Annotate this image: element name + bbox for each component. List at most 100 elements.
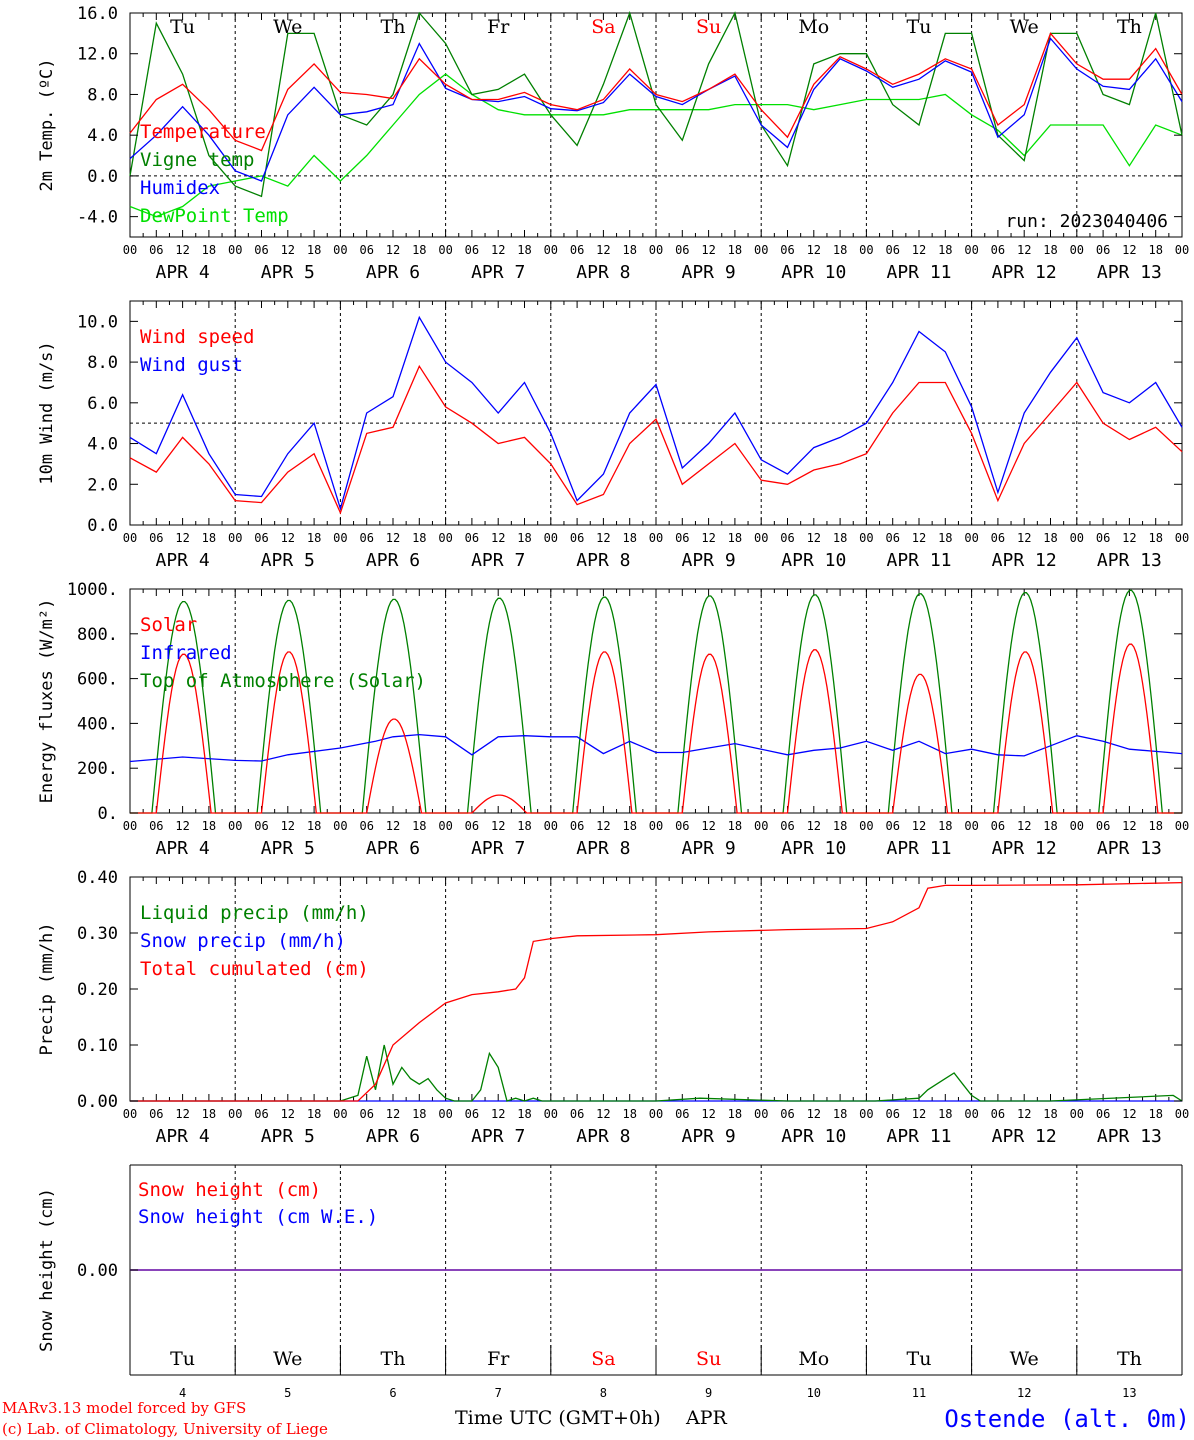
y-axis-label: 10m Wind (m/s) [37, 341, 57, 484]
hour-tick-label: 06 [1096, 1107, 1110, 1121]
hour-tick-label: 00 [228, 243, 242, 257]
hour-tick-label: 06 [359, 531, 373, 545]
hour-tick-label: 00 [544, 819, 558, 833]
series-line [129, 37, 1183, 182]
hour-tick-label: 06 [359, 243, 373, 257]
hour-tick-label: 00 [649, 1107, 663, 1121]
hour-tick-label: 12 [386, 243, 400, 257]
hour-tick-label: 00 [438, 243, 452, 257]
y-tick-label: 4.0 [87, 435, 118, 455]
hour-tick-label: 18 [622, 1107, 636, 1121]
hour-tick-label: 12 [1017, 531, 1031, 545]
date-label: APR 6 [366, 550, 420, 571]
hour-tick-label: 12 [807, 819, 821, 833]
weekday-label: Tu [170, 1348, 195, 1370]
hour-tick-label: 18 [622, 531, 636, 545]
date-label: APR 13 [1097, 550, 1162, 571]
y-tick-label: 0.00 [77, 1092, 118, 1112]
legend-entry: Infrared [140, 642, 232, 664]
date-label: APR 10 [781, 1126, 846, 1147]
footer-credit-1: MARv3.13 model forced by GFS [2, 1399, 246, 1417]
hour-tick-label: 18 [307, 531, 321, 545]
hour-tick-label: 12 [386, 819, 400, 833]
series-line [130, 1044, 1183, 1102]
hour-tick-label: 00 [1070, 1107, 1084, 1121]
hour-tick-label: 06 [465, 1107, 479, 1121]
hour-tick-label: 12 [1122, 243, 1136, 257]
hour-tick-label: 00 [649, 819, 663, 833]
hour-tick-label: 06 [465, 819, 479, 833]
date-label: APR 9 [682, 838, 736, 859]
hour-tick-label: 12 [701, 531, 715, 545]
hour-tick-label: 18 [728, 243, 742, 257]
weekday-label: We [273, 1348, 302, 1370]
hour-tick-label: 18 [728, 1107, 742, 1121]
y-tick-label: 8.0 [87, 353, 118, 373]
legend-entry: Liquid precip (mm/h) [140, 902, 369, 924]
legend-entry: Temperature [140, 121, 266, 143]
hour-tick-label: 06 [885, 1107, 899, 1121]
hour-tick-label: 06 [780, 243, 794, 257]
run-annotation: run: 2023040406 [1005, 211, 1168, 232]
y-tick-label: 1000. [67, 580, 118, 600]
panel-frame [129, 588, 1183, 814]
hour-tick-label: 00 [964, 819, 978, 833]
hour-tick-label: 00 [649, 531, 663, 545]
day-number-label: 13 [1122, 1386, 1136, 1400]
hour-tick-label: 00 [1070, 819, 1084, 833]
series-line [129, 73, 1183, 218]
date-label: APR 7 [471, 262, 525, 283]
hour-tick-label: 12 [491, 243, 505, 257]
y-tick-label: 6.0 [87, 394, 118, 414]
day-number-label: 4 [179, 1386, 186, 1400]
hour-tick-label: 00 [123, 243, 137, 257]
hour-tick-label: 18 [622, 243, 636, 257]
y-axis-label: 2m Temp. (ºC) [37, 58, 57, 191]
hour-tick-label: 00 [333, 1107, 347, 1121]
date-label: APR 12 [992, 262, 1057, 283]
hour-tick-label: 06 [885, 819, 899, 833]
legend-entry: Snow height (cm W.E.) [138, 1206, 378, 1228]
hour-tick-label: 06 [149, 243, 163, 257]
hour-tick-label: 06 [570, 243, 584, 257]
y-tick-label: 0.40 [77, 868, 118, 888]
hour-tick-label: 00 [123, 819, 137, 833]
date-label: APR 9 [682, 550, 736, 571]
series-line [129, 364, 1183, 515]
weekday-label: Tu [170, 16, 195, 38]
series-line [129, 10, 1183, 198]
date-label: APR 5 [261, 1126, 315, 1147]
date-label: APR 13 [1097, 838, 1162, 859]
panel-wind: 10.0 8.0 6.0 4.0 2.0 0.0 10m Wind (m/s) Wind sp… [37, 300, 1189, 571]
hour-tick-label: 06 [254, 819, 268, 833]
hour-tick-label: 06 [885, 243, 899, 257]
panel-temperature: 16.0 12.0 8.0 4.0 0.0 -4.0 2m Temp. (ºC) Temper… [37, 4, 1189, 283]
hour-tick-label: 12 [281, 819, 295, 833]
date-label: APR 12 [992, 550, 1057, 571]
day-number-label: 11 [912, 1386, 926, 1400]
hour-tick-label: 12 [175, 819, 189, 833]
hour-tick-label: 12 [386, 1107, 400, 1121]
hour-tick-label: 18 [833, 1107, 847, 1121]
hour-tick-label: 12 [281, 1107, 295, 1121]
hour-tick-label: 06 [1096, 243, 1110, 257]
hour-tick-label: 06 [149, 819, 163, 833]
y-tick-label: 8.0 [87, 85, 118, 105]
hour-tick-label: 06 [359, 819, 373, 833]
hour-tick-label: 12 [491, 1107, 505, 1121]
hour-tick-label: 18 [517, 243, 531, 257]
legend-entry: Total cumulated (cm) [140, 958, 369, 980]
legend-entry: Wind speed [140, 326, 254, 348]
hour-tick-label: 06 [885, 531, 899, 545]
hour-tick-label: 12 [1017, 819, 1031, 833]
date-label: APR 8 [576, 550, 630, 571]
weekday-label: Tu [907, 16, 932, 38]
hour-tick-label: 00 [754, 819, 768, 833]
date-label: APR 8 [576, 262, 630, 283]
panel-snow: 0.00 Snow height (cm) Snow height (cm) Snow… [37, 1164, 1183, 1400]
hour-tick-label: 12 [491, 819, 505, 833]
hour-tick-label: 12 [281, 243, 295, 257]
date-label: APR 6 [366, 1126, 420, 1147]
y-tick-label: 0.0 [87, 516, 118, 536]
date-label: APR 13 [1097, 262, 1162, 283]
